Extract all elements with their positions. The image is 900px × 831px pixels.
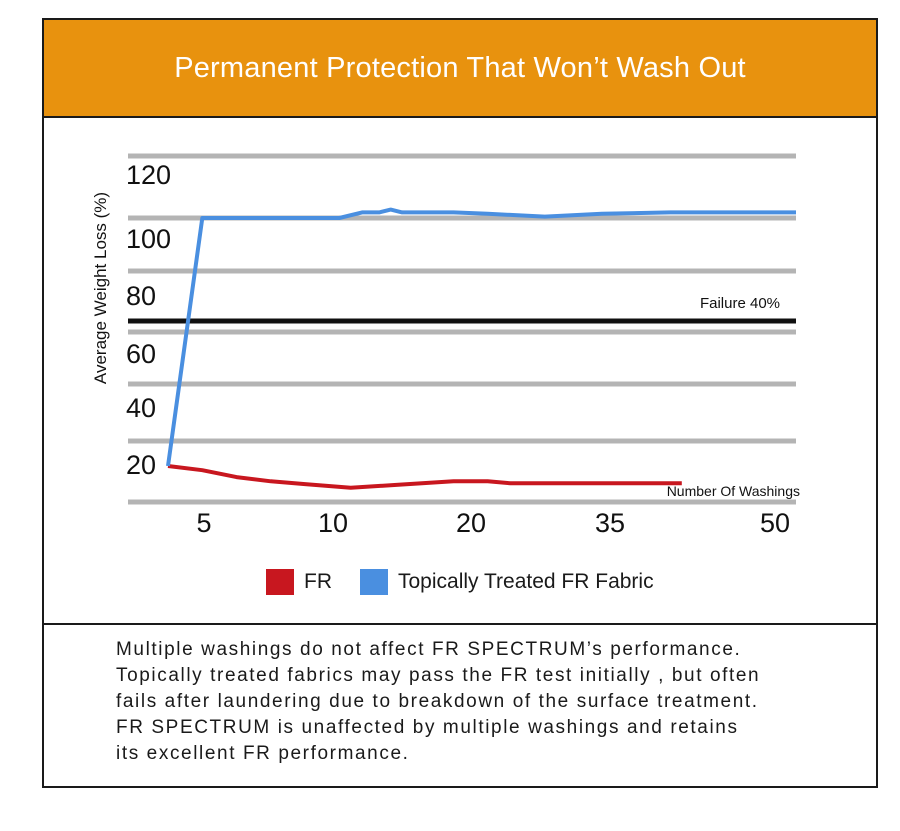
legend-swatch-topical (360, 569, 388, 595)
line-chart: Failure 40% 120 100 80 60 40 20 5 10 20 35 50 Avera… (91, 153, 800, 538)
failure-line-group: Failure 40% (128, 295, 796, 324)
legend-swatch-fr (266, 569, 294, 595)
y-tick-label: 40 (126, 393, 156, 423)
chart-card: Permanent Protection That Won’t Wash Out… (42, 18, 878, 788)
x-tick-label: 50 (760, 508, 790, 538)
legend-item-topical: Topically Treated FR Fabric (360, 569, 654, 595)
legend-label-topical: Topically Treated FR Fabric (398, 570, 654, 593)
header-banner: Permanent Protection That Won’t Wash Out (44, 20, 876, 118)
description-line: its excellent FR performance. (116, 743, 410, 764)
x-tick-label: 20 (456, 508, 486, 538)
y-tick-label: 60 (126, 339, 156, 369)
description-line: fails after laundering due to breakdown … (116, 691, 759, 712)
x-tick-label: 5 (196, 508, 211, 538)
legend: FR Topically Treated FR Fabric (266, 568, 682, 596)
x-tick-label: 35 (595, 508, 625, 538)
legend-label-fr: FR (304, 570, 332, 593)
series-line-topical (166, 207, 796, 467)
chart-title: Permanent Protection That Won’t Wash Out (174, 51, 746, 84)
x-axis-label: Number Of Washings (667, 483, 800, 499)
axis-labels: 120 100 80 60 40 20 5 10 20 35 50 Average Weight Lo… (91, 160, 800, 538)
grid-lines (128, 153, 796, 505)
description-box: Multiple washings do not affect FR SPECT… (44, 623, 876, 786)
failure-label: Failure 40% (700, 295, 780, 312)
series-lines (166, 207, 796, 490)
y-axis-label: Average Weight Loss (%) (91, 192, 110, 384)
description-line: Multiple washings do not affect FR SPECT… (116, 639, 742, 660)
x-tick-label: 10 (318, 508, 348, 538)
y-tick-label: 20 (126, 450, 156, 480)
y-tick-label: 100 (126, 224, 171, 254)
series-line-fr (167, 464, 682, 490)
y-tick-label: 80 (126, 281, 156, 311)
y-tick-label: 120 (126, 160, 171, 190)
chart-area: Failure 40% 120 100 80 60 40 20 5 10 20 35 50 Avera… (44, 118, 876, 623)
description-line: Topically treated fabrics may pass the F… (116, 665, 761, 686)
legend-item-fr: FR (266, 569, 332, 595)
description-line: FR SPECTRUM is unaffected by multiple wa… (116, 717, 739, 738)
